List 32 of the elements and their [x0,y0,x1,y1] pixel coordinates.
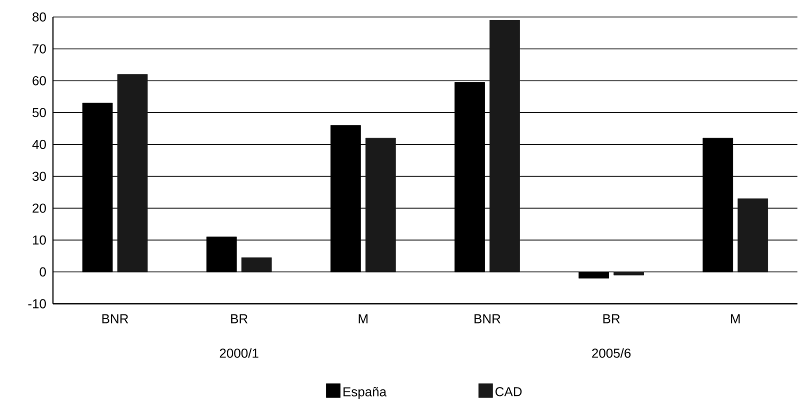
text: 2005/6 [592,348,631,358]
y-tick-label: 80 [32,12,46,22]
y-tick-label: 50 [32,108,46,118]
x-tick-label: BR [231,314,248,324]
x-tick-label: BNR [474,314,500,324]
y-tick-label: -10 [28,299,46,309]
bar [702,138,734,272]
legend-label: España [344,387,387,400]
y-tick-label: 60 [32,76,46,86]
bar [614,272,644,276]
y-tick-label: 40 [32,140,46,150]
text: 2000/1 [220,348,258,358]
bar [490,20,520,272]
bar [206,236,237,272]
y-tick-label: 0 [40,267,46,277]
y-tick-label: 30 [32,172,46,182]
bar [330,125,361,272]
bar [454,82,485,272]
y-tick-label: 20 [32,204,46,213]
x-tick-label: BNR [102,314,128,324]
y-tick-label: 10 [32,236,46,245]
x-tick-label: M [358,314,368,324]
x-tick-label: M [731,314,740,324]
legend-label: CAD [496,387,522,396]
bar [365,138,396,272]
bar [241,258,272,272]
x-tick-label: BR [603,314,620,324]
bar [82,102,113,272]
y-tick-label: 70 [32,44,46,54]
bar [117,74,148,272]
bar [578,272,609,279]
bar [738,198,768,272]
